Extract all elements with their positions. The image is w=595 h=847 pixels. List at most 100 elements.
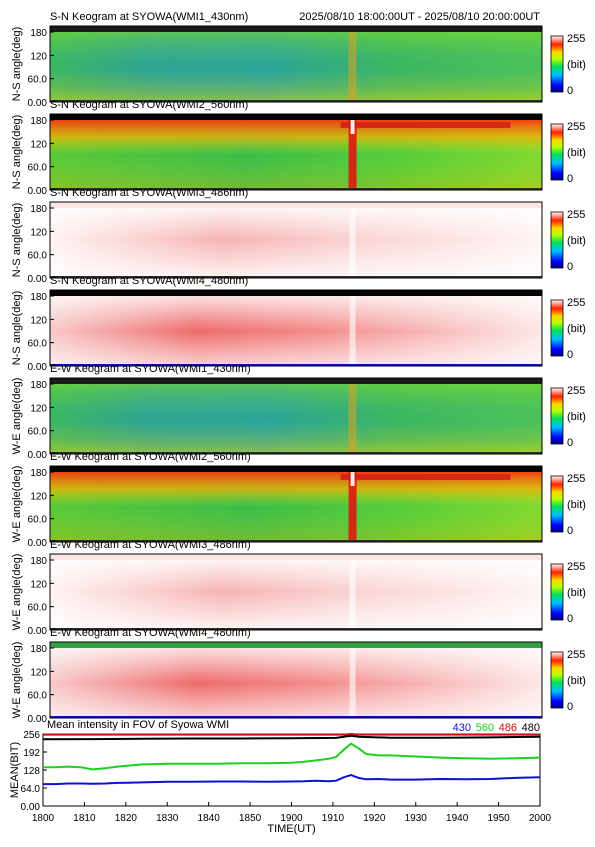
panel-top-band — [50, 290, 542, 296]
colorbar — [550, 563, 564, 621]
event-column — [349, 296, 356, 366]
y-tick-label: 180 — [30, 468, 47, 479]
y-tick-label: 180 — [30, 204, 47, 215]
panel-top-band — [50, 642, 542, 648]
colorbar — [550, 299, 564, 357]
event-column — [348, 472, 357, 542]
x-tick-label: 1830 — [156, 813, 179, 824]
keogram-shading — [50, 648, 542, 718]
time-range: 2025/08/10 18:00:00UT - 2025/08/10 20:00… — [299, 11, 540, 23]
y-tick-label: 180 — [30, 380, 47, 391]
y-tick-label: 60.0 — [28, 251, 48, 262]
y-tick-label: 60.0 — [28, 163, 48, 174]
y-tick-label: 60.0 — [28, 603, 48, 614]
x-tick-label: 1840 — [198, 813, 221, 824]
y-tick-label: 120 — [30, 667, 47, 678]
panel-top-band — [50, 114, 542, 120]
colorbar-max: 255 — [567, 297, 585, 309]
colorbar — [550, 475, 564, 533]
legend-480: 480 — [522, 722, 540, 734]
x-tick-label: 1910 — [322, 813, 345, 824]
x-tick-label: 1820 — [115, 813, 138, 824]
y-tick-label: 120 — [30, 491, 47, 502]
event-arc — [340, 122, 511, 128]
keogram-shading — [50, 208, 542, 278]
plot-area — [42, 733, 541, 807]
y-tick-label: 192 — [23, 748, 40, 759]
colorbar-max: 255 — [567, 33, 585, 45]
event-column — [348, 384, 357, 454]
colorbar-max: 255 — [567, 473, 585, 485]
panel-frame — [49, 465, 543, 543]
panel-bottom-band — [50, 188, 542, 190]
x-axis-label: TIME(UT) — [267, 823, 315, 835]
series-line-486 — [43, 732, 540, 736]
panel-title: S-N Keogram at SYOWA(WMI4_480nm) — [50, 275, 248, 287]
panel-frame — [49, 201, 543, 279]
colorbar-unit: (bit) — [567, 323, 586, 335]
keogram-panel: E-W Keogram at SYOWA(WMI4_480nm)180 120 60… — [11, 627, 586, 725]
y-tick-label: 0.00 — [28, 714, 48, 725]
y-tick-label: 60.0 — [28, 75, 48, 86]
x-tick-label: 2000 — [529, 813, 552, 824]
colorbar-min: 0 — [567, 261, 573, 273]
keogram-panel: S-N Keogram at SYOWA(WMI1_430nm)180 120 60… — [11, 11, 586, 109]
colorbar-min: 0 — [567, 349, 573, 361]
keogram-panel: S-N Keogram at SYOWA(WMI3_486nm)180 120 60… — [11, 187, 586, 285]
panel-title: S-N Keogram at SYOWA(WMI1_430nm) — [50, 11, 248, 23]
colorbar-unit: (bit) — [567, 587, 586, 599]
series-line-480 — [42, 734, 541, 741]
keogram-panel: E-W Keogram at SYOWA(WMI3_486nm)180 120 60… — [11, 539, 586, 637]
y-axis-label: W-E angle(deg) — [11, 554, 23, 631]
x-tick-label: 1950 — [487, 813, 510, 824]
y-tick-label: 180 — [30, 644, 47, 655]
panel-frame — [49, 377, 543, 455]
panel-title: S-N Keogram at SYOWA(WMI3_486nm) — [50, 187, 248, 199]
keogram-shading — [50, 560, 542, 630]
colorbar-min: 0 — [567, 525, 573, 537]
x-tick-label: 1920 — [363, 813, 386, 824]
y-tick-label: 180 — [30, 556, 47, 567]
event-arc — [340, 474, 511, 480]
y-axis-label: W-E angle(deg) — [11, 466, 23, 543]
x-tick-label: 1800 — [32, 813, 55, 824]
panel-bottom-band — [50, 540, 542, 542]
colorbar-max: 255 — [567, 649, 585, 661]
colorbar-max: 255 — [567, 209, 585, 221]
event-column — [348, 32, 357, 102]
y-tick-label: 120 — [30, 139, 47, 150]
y-axis-label: MEAN(BIT) — [9, 742, 21, 798]
event-peak — [350, 120, 355, 134]
colorbar — [550, 123, 564, 181]
colorbar-unit: (bit) — [567, 59, 586, 71]
panel-top-band — [50, 26, 542, 32]
y-tick-label: 0.00 — [21, 802, 41, 813]
panel-top-band — [50, 466, 542, 472]
panel-top-band — [50, 202, 542, 208]
y-axis-label: N-S angle(deg) — [11, 203, 23, 278]
keogram-panels: S-N Keogram at SYOWA(WMI1_430nm) 180 120 60… — [11, 11, 586, 725]
colorbar-unit: (bit) — [567, 675, 586, 687]
y-tick-label: 60.0 — [28, 691, 48, 702]
colorbar-min: 0 — [567, 85, 573, 97]
y-tick-label: 60.0 — [28, 515, 48, 526]
event-column — [349, 648, 356, 718]
mean-intensity-chart: Mean intensity in FOV of Syowa WMI 480 486… — [9, 719, 552, 835]
y-tick-label: 128 — [23, 766, 40, 777]
event-column — [349, 560, 356, 630]
keogram-shading — [50, 384, 542, 454]
event-peak — [350, 472, 355, 486]
y-axis-label: N-S angle(deg) — [11, 27, 23, 102]
y-tick-label: 64.0 — [21, 784, 41, 795]
keogram-panel: S-N Keogram at SYOWA(WMI4_480nm)180 120 60… — [11, 275, 586, 373]
panel-bottom-band — [50, 628, 542, 630]
legend-486: 486 — [499, 722, 517, 734]
y-tick-label: 0.00 — [28, 626, 48, 637]
keogram-panel: S-N Keogram at SYOWA(WMI2_560nm)180 120 60… — [11, 99, 586, 197]
panel-frame — [49, 641, 543, 719]
colorbar-unit: (bit) — [567, 411, 586, 423]
panel-bottom-band — [50, 716, 542, 718]
panel-bottom-band — [50, 452, 542, 454]
x-tick-label: 1900 — [280, 813, 303, 824]
